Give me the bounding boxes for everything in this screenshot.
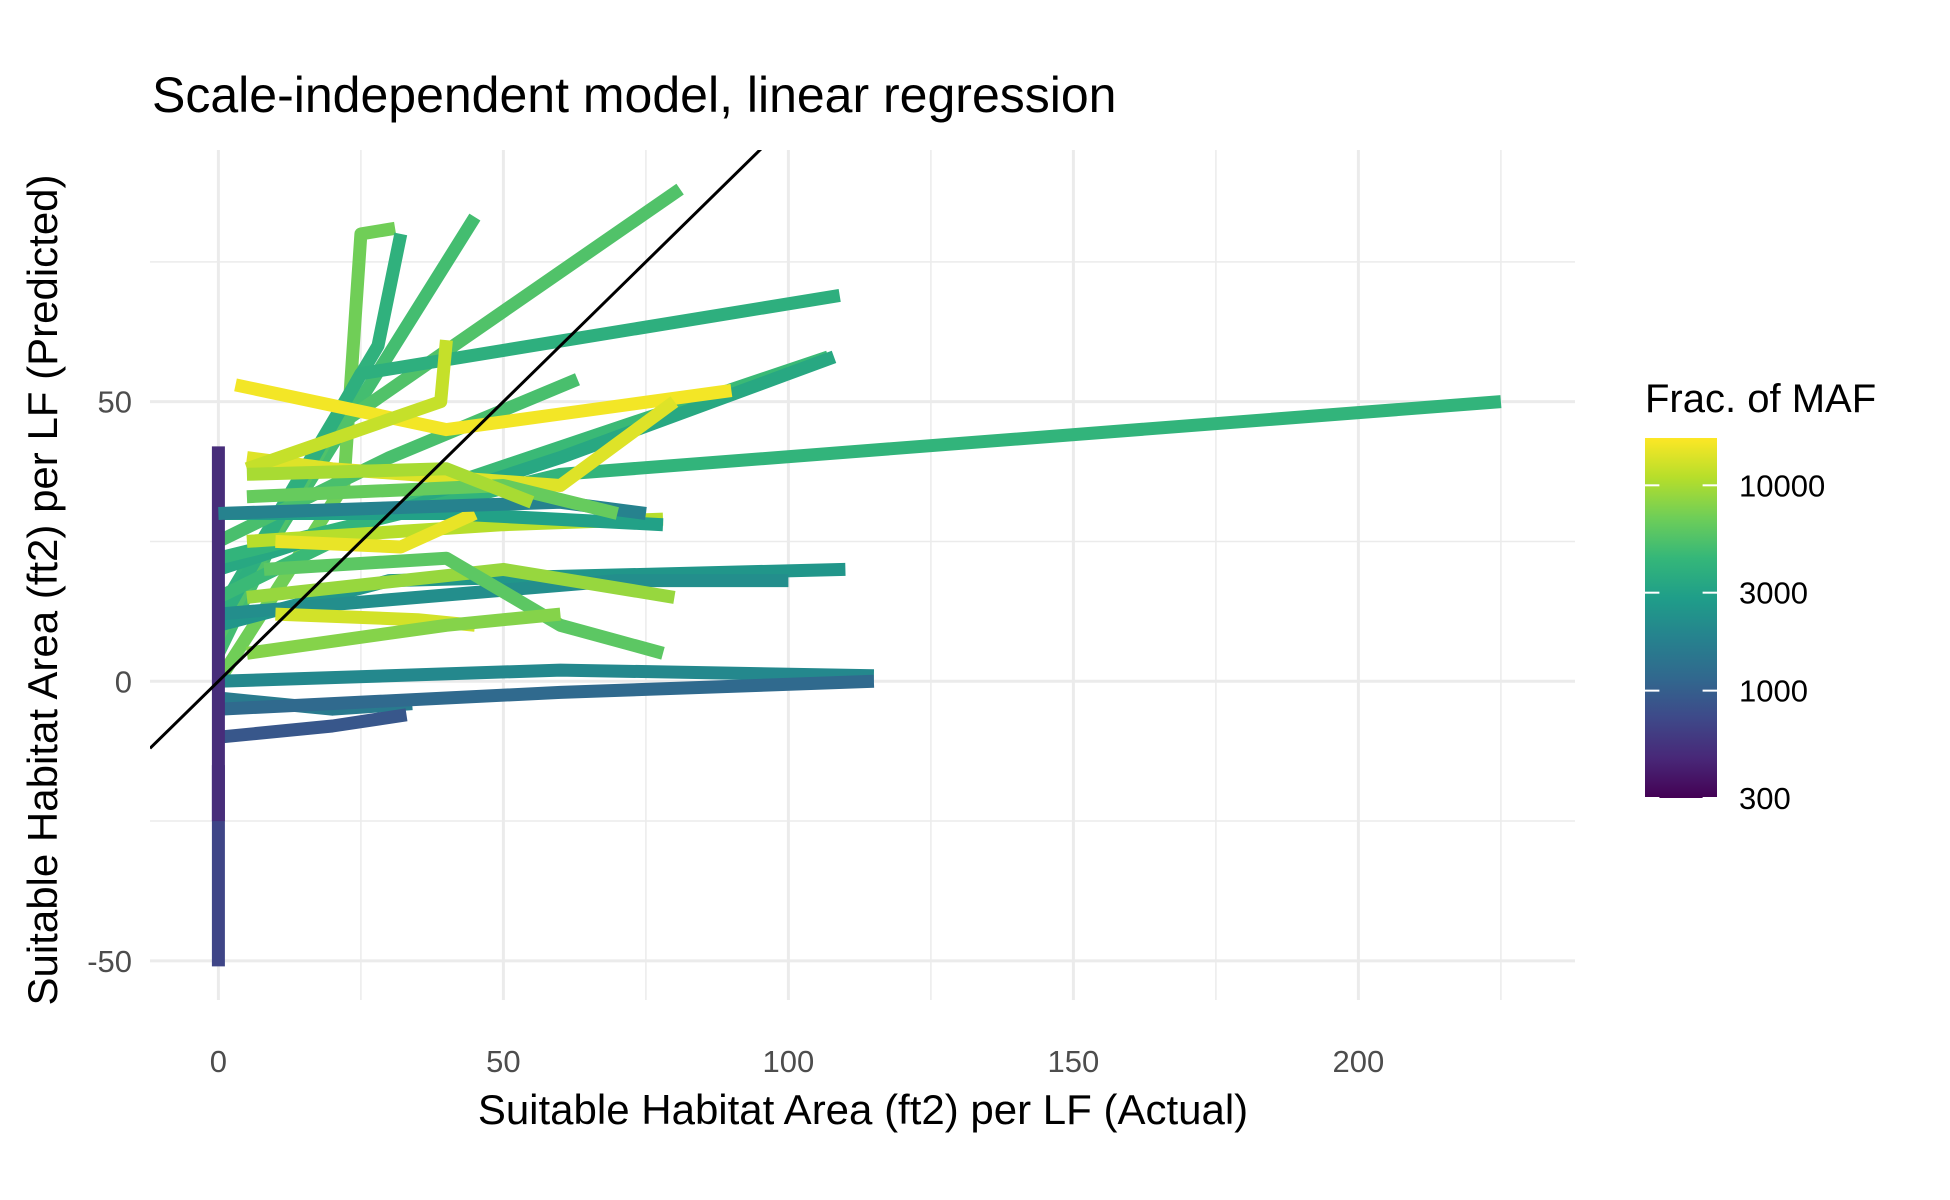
x-tick-label: 100 <box>763 1044 815 1079</box>
series-line-10 <box>234 378 733 437</box>
chart-title: Scale-independent model, linear regressi… <box>152 67 1116 123</box>
series-line-24 <box>218 674 875 716</box>
series-line-11 <box>246 396 679 492</box>
series-line-13 <box>218 663 875 688</box>
legend-ticks: 300 1000 3000 10000 <box>1645 468 1825 816</box>
x-tick-label: 150 <box>1048 1044 1100 1079</box>
series-line-1 <box>212 221 397 685</box>
x-tick-label: 0 <box>210 1044 227 1079</box>
y-axis-title: Suitable Habitat Area (ft2) per LF (Pred… <box>19 174 66 1005</box>
series-line-25 <box>217 708 408 744</box>
legend-title: Frac. of MAF <box>1645 377 1876 421</box>
legend-colorbar <box>1645 438 1717 798</box>
legend-tick-label: 1000 <box>1739 674 1808 709</box>
reference-line-layer <box>150 150 763 750</box>
y-tick-labels: -50 0 50 <box>87 385 132 979</box>
x-tick-label: 200 <box>1333 1044 1385 1079</box>
series-line-30 <box>246 462 535 509</box>
y-tick-label: -50 <box>87 944 132 979</box>
series-layer <box>211 183 1502 967</box>
series-line-20 <box>263 551 665 660</box>
series-line-17 <box>246 562 676 604</box>
identity-line <box>150 150 763 750</box>
legend: Frac. of MAF 300 1000 3000 10000 <box>1645 377 1876 816</box>
x-tick-labels: 0 50 100 150 200 <box>210 1044 1384 1079</box>
x-axis-title: Suitable Habitat Area (ft2) per LF (Actu… <box>478 1086 1248 1133</box>
series-line-16 <box>217 574 789 621</box>
legend-tick-label: 3000 <box>1739 576 1808 611</box>
legend-tick-label: 300 <box>1739 781 1791 816</box>
y-tick-label: 50 <box>98 385 132 420</box>
series-line-23 <box>275 507 478 554</box>
series-line-12 <box>244 339 453 475</box>
y-tick-label: 0 <box>115 664 132 699</box>
x-tick-label: 50 <box>486 1044 520 1079</box>
series-line-22 <box>245 607 562 660</box>
legend-tick-label: 10000 <box>1739 468 1825 503</box>
